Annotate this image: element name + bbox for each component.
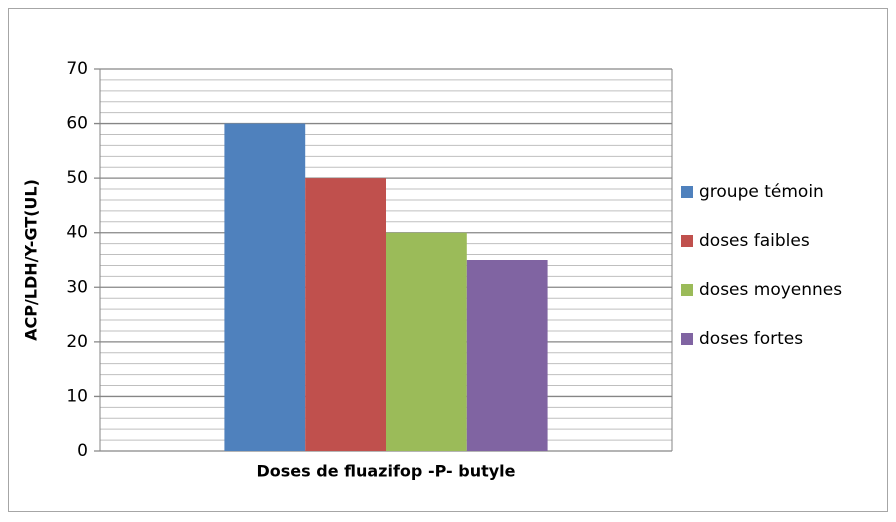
legend-label: doses moyennes	[699, 280, 842, 300]
y-axis-title: ACP/LDH/Y-GT(UL)	[22, 179, 41, 341]
legend-label: groupe témoin	[699, 182, 824, 202]
y-tick-label: 20	[66, 332, 88, 352]
y-tick-label: 70	[66, 59, 88, 79]
bar	[466, 260, 548, 451]
legend-swatch	[681, 186, 693, 198]
y-tick-label: 40	[66, 223, 88, 243]
bar	[224, 123, 306, 452]
legend-swatch	[681, 235, 693, 247]
legend-swatch	[681, 284, 693, 296]
bar	[305, 178, 386, 451]
legend-label: doses faibles	[699, 231, 810, 251]
y-tick-label: 60	[66, 114, 88, 134]
y-tick-label: 10	[66, 386, 88, 406]
y-tick-label: 30	[66, 277, 88, 297]
bar	[386, 232, 467, 451]
legend-label: doses fortes	[699, 329, 803, 349]
legend-swatch	[681, 333, 693, 345]
y-tick-label: 50	[66, 168, 88, 188]
x-axis-title: Doses de fluazifop -P- butyle	[257, 462, 516, 481]
y-tick-label: 0	[77, 441, 88, 461]
